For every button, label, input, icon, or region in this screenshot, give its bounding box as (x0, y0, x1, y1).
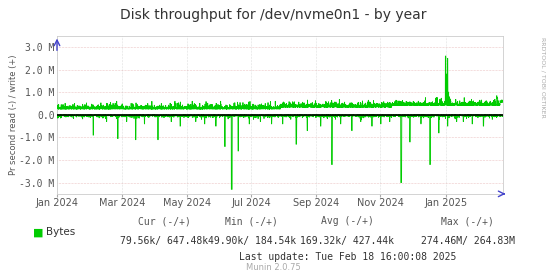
Text: 79.56k/ 647.48k: 79.56k/ 647.48k (120, 236, 208, 246)
Text: Disk throughput for /dev/nvme0n1 - by year: Disk throughput for /dev/nvme0n1 - by ye… (120, 8, 427, 22)
Text: Max (-/+): Max (-/+) (441, 216, 494, 226)
Text: 49.90k/ 184.54k: 49.90k/ 184.54k (207, 236, 296, 246)
Text: Last update: Tue Feb 18 16:00:08 2025: Last update: Tue Feb 18 16:00:08 2025 (238, 252, 456, 262)
Text: RRDTOOL / TOBI OETIKER: RRDTOOL / TOBI OETIKER (541, 37, 546, 117)
Text: 274.46M/ 264.83M: 274.46M/ 264.83M (421, 236, 515, 246)
Text: ■: ■ (33, 227, 43, 237)
Text: Cur (-/+): Cur (-/+) (138, 216, 190, 226)
Text: Min (-/+): Min (-/+) (225, 216, 278, 226)
Text: Avg (-/+): Avg (-/+) (321, 216, 374, 226)
Text: Bytes: Bytes (46, 227, 75, 237)
Text: 169.32k/ 427.44k: 169.32k/ 427.44k (300, 236, 394, 246)
Y-axis label: Pr second read (-) / write (+): Pr second read (-) / write (+) (9, 54, 18, 175)
Text: Munin 2.0.75: Munin 2.0.75 (246, 263, 301, 272)
